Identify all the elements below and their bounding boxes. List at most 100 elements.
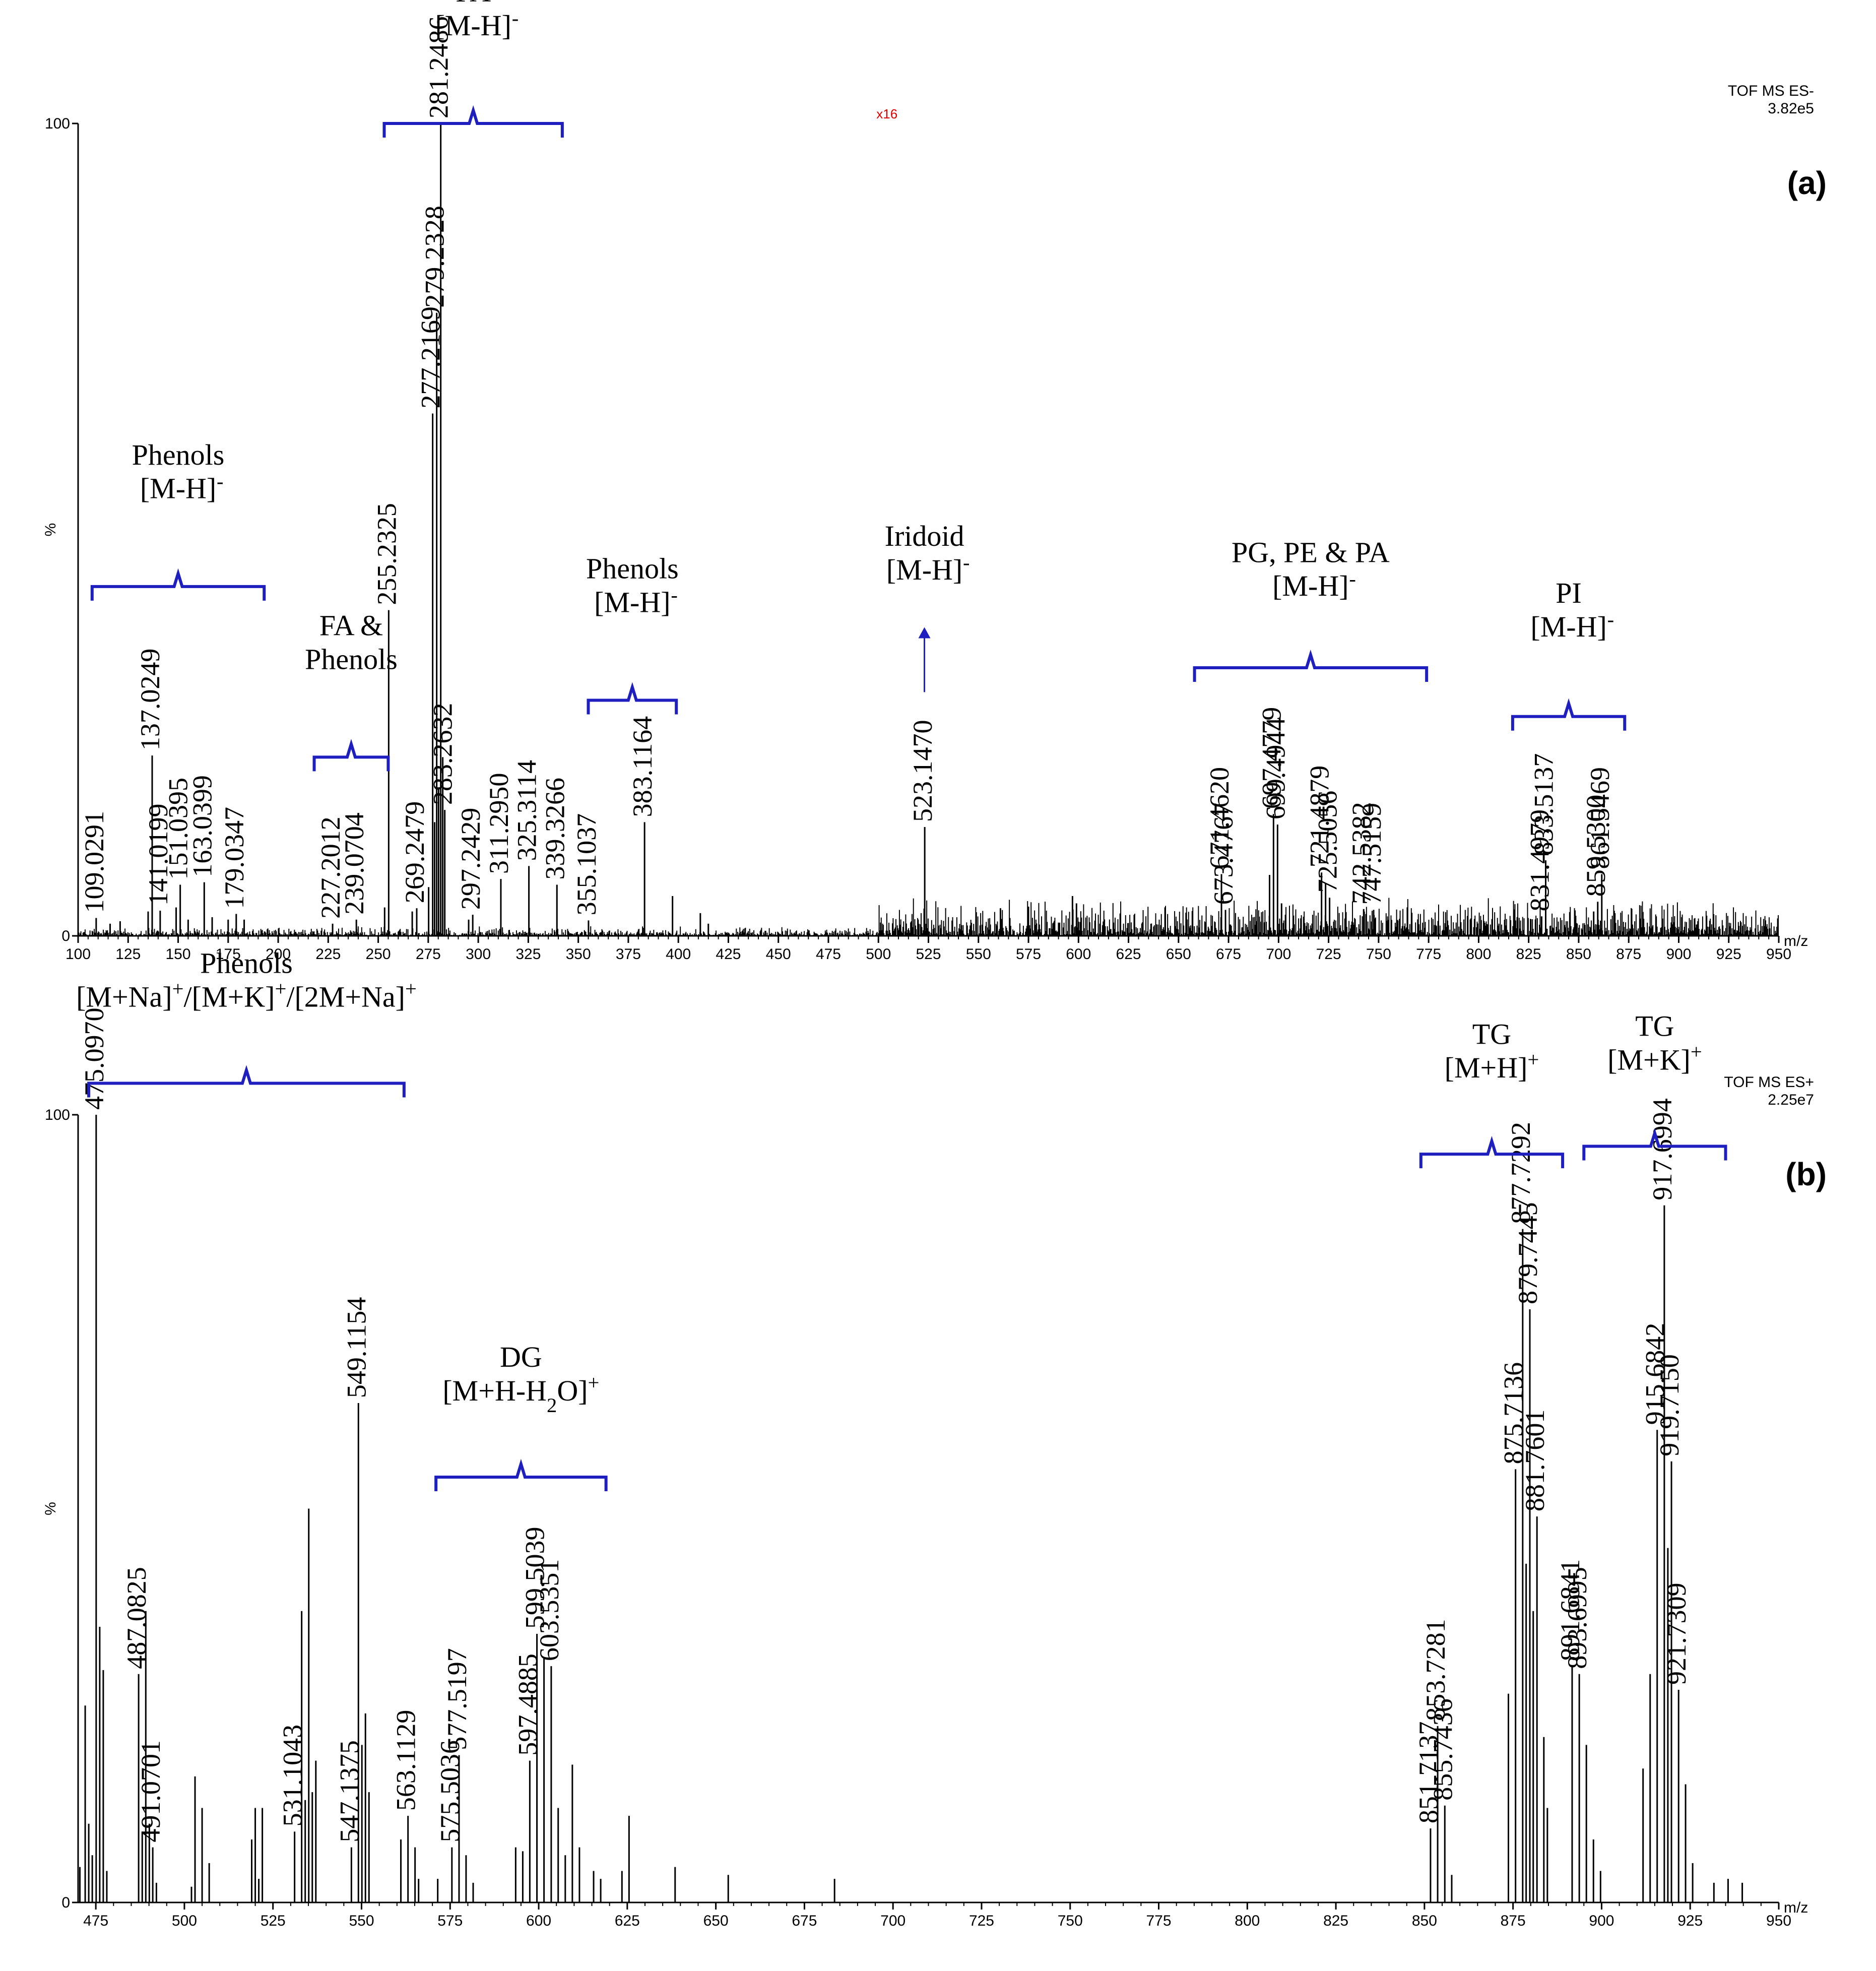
peak-label: 523.1470 — [908, 720, 938, 822]
peak-label: 325.3114 — [512, 760, 542, 861]
x-tick-label: 600 — [1066, 946, 1091, 963]
instrument-label: TOF MS ES+ — [1724, 1074, 1814, 1091]
tg-h-bracket — [1419, 1135, 1565, 1169]
peak-label: 861.5469 — [1585, 767, 1615, 869]
peak-label: 549.1154 — [341, 1297, 371, 1398]
peak-label: 255.2325 — [371, 503, 402, 605]
x-tick-label: 550 — [349, 1913, 374, 1929]
peak-label: 141.0199 — [143, 804, 173, 906]
peak-label: 179.0347 — [219, 807, 249, 909]
x-tick-label: 800 — [1466, 946, 1491, 963]
fa-phenols-bracket — [312, 739, 390, 772]
peak-label: 725.5056 — [1313, 791, 1343, 893]
panel-label: (a) — [1787, 165, 1827, 201]
phenols-b-label-line: Phenols — [200, 947, 293, 980]
peak-label: 281.2486 — [424, 17, 454, 119]
peak-label: 487.0825 — [121, 1567, 152, 1669]
peak-label: 339.3266 — [540, 778, 570, 880]
x-tick-label: 525 — [916, 946, 941, 963]
panel-a-spectrum: 100 0% 100 125 150 175 200 225 250 275 300 325 350 37… — [42, 0, 1827, 963]
x-tick-label: 175 — [216, 946, 241, 963]
peak-label: 879.7445 — [1513, 1202, 1543, 1305]
peak-label: 383.1164 — [627, 716, 658, 817]
y-tick-label: 100 — [45, 1107, 70, 1123]
intensity-label: 2.25e7 — [1768, 1092, 1814, 1108]
x-tick-label: 475 — [816, 946, 841, 963]
peak-label: 853.7281 — [1420, 1619, 1451, 1721]
peak-label: 563.1129 — [391, 1710, 421, 1811]
iridoid-label-line: [M-H] — [886, 553, 962, 586]
y-tick-label: 0 — [61, 928, 70, 944]
x-tick-label: 675 — [1216, 946, 1241, 963]
x-tick-label: 550 — [966, 946, 991, 963]
x-tick-label: 750 — [1366, 946, 1391, 963]
peak-label: 239.0704 — [339, 812, 369, 915]
x-tick-label: 400 — [666, 946, 691, 963]
tg-k-label-line: TG — [1635, 1010, 1674, 1043]
fa-phenols-label-line: FA & — [319, 609, 383, 642]
iridoid-label-charge: - — [963, 551, 970, 574]
panel-label: (b) — [1785, 1156, 1827, 1192]
x-tick-label: 425 — [716, 946, 741, 963]
iridoid-label-line: Iridoid — [885, 520, 964, 552]
peak-label: 831.4979 — [1524, 809, 1555, 912]
peak-label: 891.6841 — [1555, 1559, 1585, 1662]
phenols-1-label-line: Phenols — [132, 438, 225, 471]
x-tick-label: 625 — [615, 1913, 640, 1929]
peak-label: 893.6995 — [1562, 1567, 1592, 1669]
x-tick-label: 675 — [792, 1913, 817, 1929]
magnification-marker: x16 — [876, 106, 897, 121]
fa-bracket — [382, 105, 564, 138]
peak-label: 921.7309 — [1661, 1582, 1692, 1685]
intensity-label: 3.82e5 — [1768, 100, 1814, 117]
peak-label: 851.7137 — [1413, 1722, 1444, 1824]
x-tick-label: 125 — [115, 946, 141, 963]
peak-label: 109.0291 — [79, 811, 109, 913]
tg-h-label-line: TG — [1472, 1018, 1511, 1050]
peak-label: 575.5036 — [435, 1740, 465, 1842]
x-tick-label: 350 — [566, 946, 591, 963]
x-tick-label: 600 — [526, 1913, 551, 1929]
peak-label: 311.2950 — [484, 773, 514, 874]
x-tick-label: 950 — [1766, 1913, 1791, 1929]
peak-label: 163.0399 — [187, 775, 217, 877]
x-tick-label: 650 — [1166, 946, 1191, 963]
x-tick-label: 900 — [1589, 1913, 1614, 1929]
peak-label: 279.2328 — [420, 206, 450, 308]
x-tick-label: 750 — [1058, 1913, 1083, 1929]
peak-label: 577.5197 — [442, 1648, 472, 1750]
peak-label: 877.7292 — [1506, 1122, 1536, 1224]
phenols-2-bracket — [587, 682, 678, 715]
x-tick-label: 925 — [1716, 946, 1741, 963]
peak-label: 697.4779 — [1256, 707, 1286, 809]
peak-label: 283.2632 — [428, 703, 458, 805]
peak-label: 269.2479 — [400, 801, 430, 903]
peak-label: 599.5039 — [520, 1527, 550, 1629]
tg-k-adduct-label: [M+K]+ — [1607, 1040, 1702, 1076]
x-axis-label: m/z — [1784, 933, 1808, 949]
x-tick-label: 650 — [703, 1913, 729, 1929]
peak-label: 531.1043 — [278, 1725, 308, 1827]
phenols-b-adduct-label: [M+Na]+/[M+K]+/[2M+Na]+ — [76, 977, 417, 1013]
x-tick-label: 900 — [1666, 946, 1691, 963]
phenols-1-bracket — [90, 568, 266, 601]
peak-label: 491.0701 — [136, 1740, 166, 1842]
peak-label: 671.4620 — [1204, 767, 1235, 869]
x-tick-label: 775 — [1146, 1913, 1172, 1929]
peak-label: 742.5382 — [1346, 802, 1377, 904]
peak-label: 597.4885 — [512, 1654, 543, 1756]
peak-label: 151.0395 — [163, 778, 193, 880]
x-tick-label: 700 — [880, 1913, 905, 1929]
peak-label: 721.4879 — [1305, 766, 1335, 868]
x-tick-label: 625 — [1116, 946, 1141, 963]
peak-label: 833.5137 — [1528, 753, 1559, 856]
peak-label: 881.7601 — [1520, 1410, 1550, 1512]
peak-label: 137.0249 — [135, 649, 165, 751]
x-tick-label: 575 — [437, 1913, 463, 1929]
phenols-b-bracket — [87, 1065, 406, 1098]
pi-bracket — [1511, 698, 1627, 731]
peak-label: 917.6994 — [1647, 1098, 1677, 1200]
instrument-label: TOF MS ES- — [1728, 83, 1814, 99]
